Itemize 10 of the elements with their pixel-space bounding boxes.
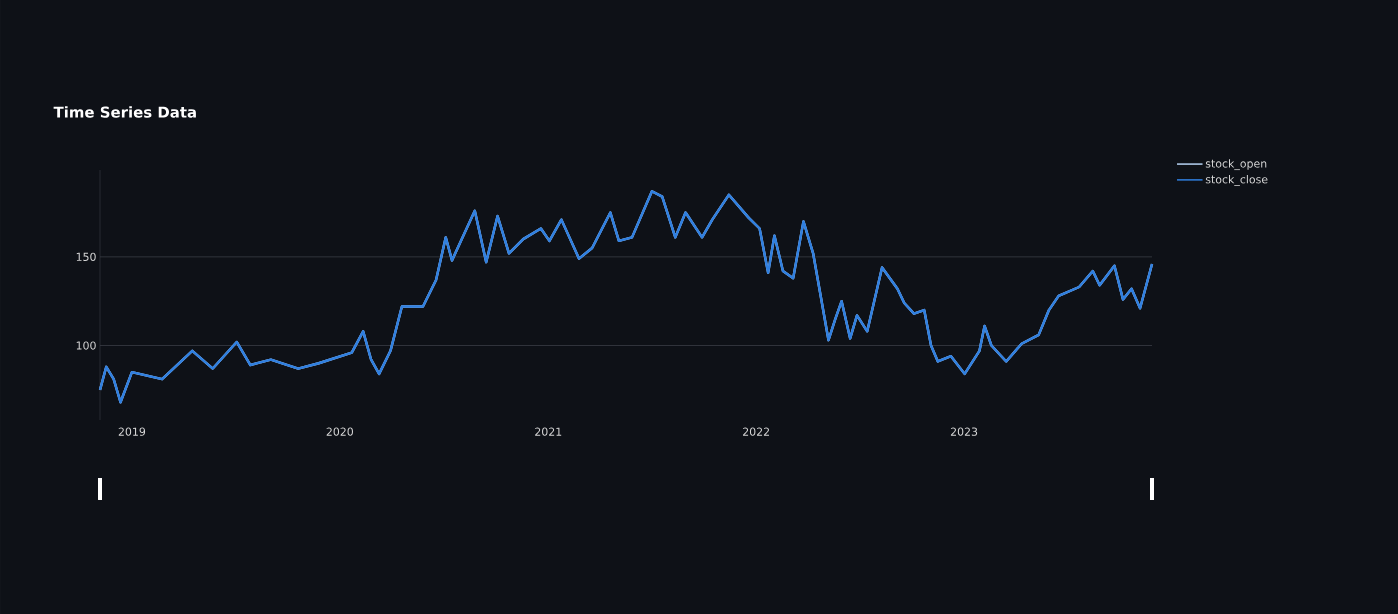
y-tick-label: 100 (76, 341, 96, 350)
x-tick-label: 2019 (118, 427, 146, 436)
x-tick-label: 2020 (326, 427, 354, 436)
legend-label: stock_close (1205, 174, 1268, 186)
x-tick-label: 2021 (535, 427, 562, 436)
x-tick-label: 2022 (743, 427, 770, 436)
chart-title: Time Series Data (53, 106, 196, 118)
y-tick-label: 150 (76, 252, 96, 262)
legend-label: stock_open (1205, 159, 1267, 171)
x-tick-label: 2023 (950, 427, 978, 436)
